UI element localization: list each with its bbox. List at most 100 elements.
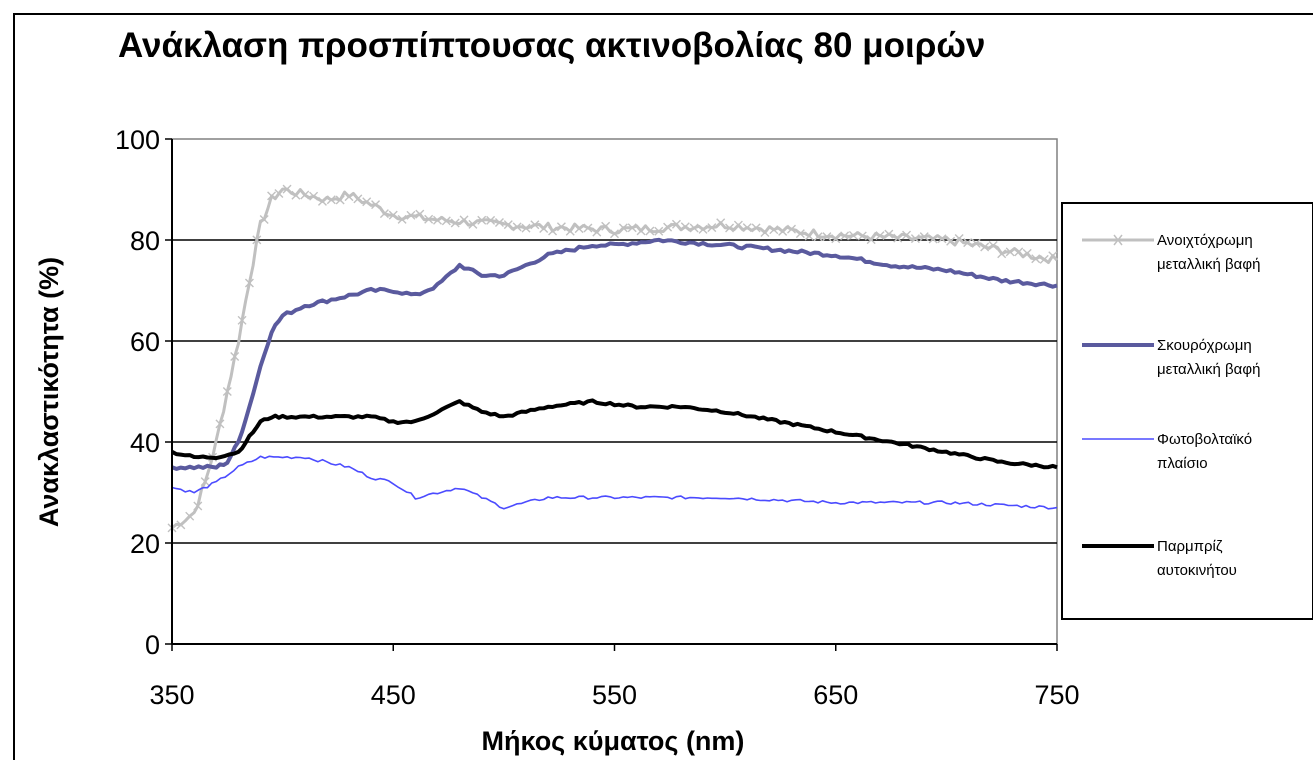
data-point-marker	[946, 236, 956, 246]
series-line	[171, 398, 1058, 470]
data-point-marker	[574, 224, 584, 234]
data-point-marker	[725, 223, 735, 233]
data-point-marker	[760, 227, 770, 237]
x-tick-labels: 350 450 550 650 750	[149, 644, 1080, 710]
data-point-marker	[980, 242, 990, 252]
data-point-marker	[627, 223, 637, 233]
data-point-marker	[1022, 248, 1032, 258]
data-point-marker	[840, 231, 850, 241]
data-point-marker	[215, 419, 225, 429]
data-point-marker	[910, 234, 920, 244]
data-point-marker	[521, 223, 531, 233]
data-point-marker	[831, 234, 841, 244]
y-tick-label: 0	[145, 630, 160, 660]
data-point-marker	[300, 190, 310, 200]
data-point-marker	[1014, 247, 1024, 257]
data-point-marker	[937, 234, 947, 244]
data-point-marker	[230, 351, 240, 361]
data-point-marker	[503, 220, 513, 230]
data-point-marker	[592, 227, 602, 237]
data-point-marker	[309, 191, 319, 201]
data-point-marker	[556, 222, 566, 232]
legend-label: αυτοκινήτου	[1157, 562, 1237, 579]
data-point-marker	[1005, 247, 1015, 257]
legend-item: Σκουρόχρωμη μεταλλική βαφή	[1082, 337, 1260, 378]
data-point-marker	[512, 222, 522, 232]
data-point-marker	[787, 224, 796, 234]
x-tick-label: 650	[813, 680, 858, 710]
legend-label: μεταλλική βαφή	[1157, 256, 1260, 273]
data-point-marker	[267, 191, 277, 201]
data-point-marker	[610, 229, 619, 239]
data-point-marker	[689, 223, 699, 233]
y-tick-labels: 0 20 40 60 80 100	[115, 125, 172, 660]
data-point-marker	[450, 218, 460, 228]
data-point-marker	[274, 189, 284, 199]
legend-item: Φωτοβολταϊκό πλαίσιο	[1082, 431, 1252, 472]
data-point-marker	[200, 477, 210, 487]
data-point-marker	[433, 215, 442, 225]
plot-background	[171, 138, 1058, 645]
data-point-marker	[583, 223, 593, 233]
plot-area	[167, 138, 1059, 645]
data-point-marker	[477, 215, 487, 225]
data-point-marker	[601, 221, 611, 231]
legend-item: Παρμπρίζ αυτοκινήτου	[1082, 538, 1237, 579]
data-point-marker	[795, 229, 805, 239]
data-point-marker	[919, 232, 929, 242]
data-point-marker	[971, 238, 981, 248]
data-point-marker	[176, 520, 186, 530]
data-point-marker	[415, 209, 425, 219]
data-point-marker	[893, 233, 903, 243]
series-layer	[167, 184, 1059, 533]
series-1	[167, 184, 1059, 533]
data-point-marker	[963, 238, 973, 248]
data-point-marker	[193, 501, 203, 511]
data-point-marker	[804, 231, 814, 241]
data-point-marker	[848, 230, 858, 240]
data-point-marker	[468, 219, 478, 229]
data-point-marker	[486, 215, 496, 225]
series-line	[171, 455, 1058, 510]
legend-label: μεταλλική βαφή	[1157, 361, 1260, 378]
legend-label: Ανοιχτόχρωμη	[1157, 232, 1253, 249]
data-point-marker	[397, 214, 407, 224]
legend-box	[1061, 202, 1313, 620]
data-point-marker	[326, 195, 336, 205]
y-tick-label: 80	[130, 226, 160, 256]
data-point-marker	[494, 218, 504, 228]
data-point-marker	[344, 192, 354, 202]
x-axis-title: Μήκος κύματος (nm)	[482, 726, 745, 756]
data-point-marker	[822, 232, 832, 242]
data-point-marker	[742, 223, 752, 233]
data-point-marker	[459, 215, 469, 225]
data-point-marker	[353, 194, 363, 204]
data-point-marker	[680, 222, 690, 232]
data-point-marker	[185, 511, 195, 521]
y-tick-label: 100	[115, 125, 160, 155]
data-point-marker	[1039, 254, 1049, 264]
legend-label: Παρμπρίζ	[1157, 538, 1223, 555]
data-point-marker	[751, 223, 761, 233]
data-point-marker	[769, 225, 779, 235]
x-tick-label: 750	[1034, 680, 1079, 710]
data-point-marker	[671, 219, 681, 229]
data-point-marker	[441, 216, 451, 226]
data-point-marker	[388, 210, 398, 220]
data-point-marker	[237, 315, 247, 325]
data-point-marker	[1048, 251, 1058, 261]
data-point-marker	[813, 232, 823, 242]
data-point-marker	[618, 223, 628, 233]
series-3	[171, 455, 1058, 510]
data-point-marker	[244, 278, 254, 288]
x-tick-label: 450	[371, 680, 416, 710]
data-point-marker	[707, 223, 717, 233]
gridlines	[172, 239, 1057, 544]
y-tick-label: 20	[130, 529, 160, 559]
data-point-marker	[733, 220, 743, 230]
legend-marker	[1113, 234, 1123, 246]
data-point-marker	[379, 209, 389, 219]
data-point-marker	[371, 200, 381, 210]
x-tick-label: 550	[592, 680, 637, 710]
